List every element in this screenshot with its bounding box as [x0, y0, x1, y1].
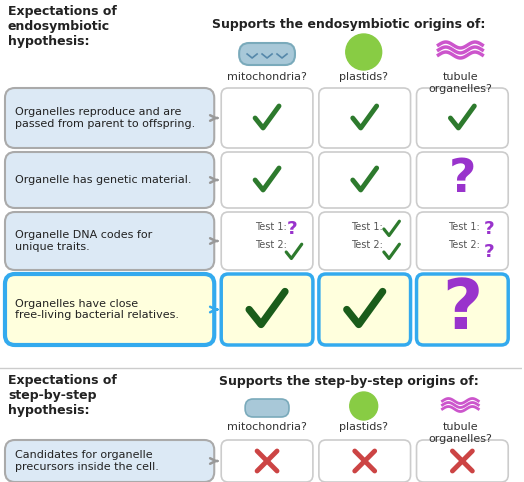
Text: mitochondria?: mitochondria? — [227, 72, 307, 82]
Text: Supports the step-by-step origins of:: Supports the step-by-step origins of: — [219, 375, 478, 388]
Circle shape — [350, 392, 378, 420]
Text: Expectations of
endosymbiotic
hypothesis:: Expectations of endosymbiotic hypothesis… — [8, 5, 117, 48]
FancyBboxPatch shape — [5, 274, 214, 345]
FancyBboxPatch shape — [417, 152, 508, 208]
FancyBboxPatch shape — [319, 212, 411, 270]
Text: Organelles reproduce and are
passed from parent to offspring.: Organelles reproduce and are passed from… — [15, 107, 195, 129]
FancyBboxPatch shape — [417, 440, 508, 482]
FancyBboxPatch shape — [319, 152, 411, 208]
FancyBboxPatch shape — [5, 440, 214, 482]
FancyBboxPatch shape — [245, 399, 289, 417]
Text: Organelle has genetic material.: Organelle has genetic material. — [15, 175, 191, 185]
FancyBboxPatch shape — [239, 43, 295, 65]
Text: Organelle DNA codes for
unique traits.: Organelle DNA codes for unique traits. — [15, 230, 152, 252]
Text: Expectations of
step-by-step
hypothesis:: Expectations of step-by-step hypothesis: — [8, 374, 117, 417]
Text: ?: ? — [287, 220, 297, 238]
FancyBboxPatch shape — [221, 152, 313, 208]
Text: plastids?: plastids? — [339, 72, 388, 82]
FancyBboxPatch shape — [221, 274, 313, 345]
Text: ?: ? — [484, 243, 495, 261]
Text: Supports the endosymbiotic origins of:: Supports the endosymbiotic origins of: — [212, 18, 485, 31]
FancyBboxPatch shape — [417, 212, 508, 270]
Text: plastids?: plastids? — [339, 422, 388, 432]
Text: Test 2:: Test 2: — [351, 240, 383, 250]
Text: Test 1:: Test 1: — [449, 222, 480, 232]
FancyBboxPatch shape — [417, 274, 508, 345]
Text: Test 2:: Test 2: — [449, 240, 481, 250]
FancyBboxPatch shape — [319, 440, 411, 482]
FancyBboxPatch shape — [5, 88, 214, 148]
FancyBboxPatch shape — [5, 212, 214, 270]
FancyBboxPatch shape — [221, 212, 313, 270]
FancyBboxPatch shape — [221, 440, 313, 482]
Text: Test 2:: Test 2: — [255, 240, 287, 250]
Text: Candidates for organelle
precursors inside the cell.: Candidates for organelle precursors insi… — [15, 450, 159, 472]
Circle shape — [346, 34, 381, 70]
Text: mitochondria?: mitochondria? — [227, 422, 307, 432]
Text: Organelles have close
free-living bacterial relatives.: Organelles have close free-living bacter… — [15, 299, 179, 321]
Text: Test 1:: Test 1: — [255, 222, 287, 232]
FancyBboxPatch shape — [417, 88, 508, 148]
Text: tubule
organelles?: tubule organelles? — [429, 72, 493, 94]
Text: tubule
organelles?: tubule organelles? — [429, 422, 493, 443]
FancyBboxPatch shape — [319, 274, 411, 345]
Text: ?: ? — [449, 158, 476, 202]
FancyBboxPatch shape — [221, 88, 313, 148]
Text: ?: ? — [442, 276, 483, 343]
FancyBboxPatch shape — [319, 88, 411, 148]
Text: ?: ? — [484, 220, 495, 238]
Text: Test 1:: Test 1: — [351, 222, 383, 232]
FancyBboxPatch shape — [5, 152, 214, 208]
